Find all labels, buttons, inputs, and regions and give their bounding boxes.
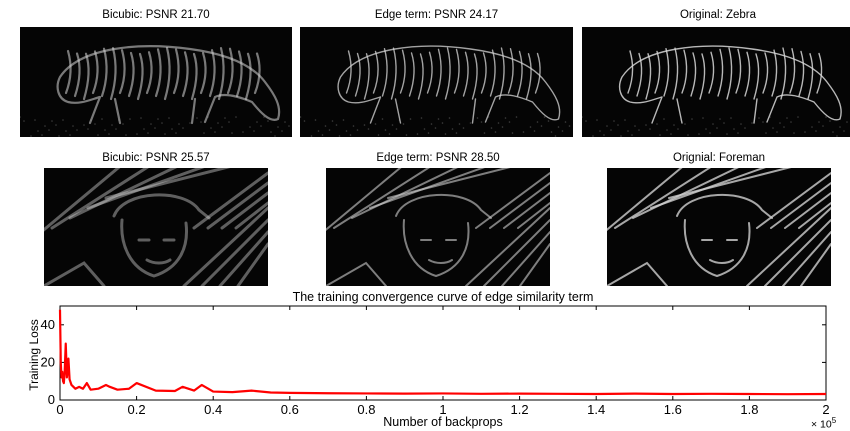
caption-foreman-edge: Edge term: PSNR 28.50 xyxy=(376,152,500,164)
caption-zebra-edge: Edge term: PSNR 24.17 xyxy=(374,9,499,21)
caption-zebra-bicubic: Bicubic: PSNR 21.70 xyxy=(102,9,210,21)
x-axis-label: Number of backprops xyxy=(383,415,503,429)
foreman-edge-image xyxy=(326,168,550,286)
y-tick-label: 0 xyxy=(48,392,55,407)
y-tick-label: 40 xyxy=(41,317,55,332)
x-axis-multiplier: × 105 xyxy=(811,416,837,431)
caption-zebra-original: Original: Zebra xyxy=(679,9,757,21)
y-axis-label: Training Loss xyxy=(27,319,41,391)
chart-title: The training convergence curve of edge s… xyxy=(292,290,594,304)
loss-series-line xyxy=(58,309,827,396)
caption-foreman-original: Orignial: Foreman xyxy=(672,152,766,164)
foreman-original-image xyxy=(607,168,831,286)
zebra-edge-image xyxy=(300,27,573,137)
zebra-bicubic-image xyxy=(20,27,292,137)
caption-foreman-bicubic: Bicubic: PSNR 25.57 xyxy=(102,152,210,164)
foreman-bicubic-image xyxy=(44,168,268,286)
y-tick-label: 20 xyxy=(41,354,55,369)
plot-frame xyxy=(59,305,827,401)
zebra-original-image xyxy=(582,27,850,137)
